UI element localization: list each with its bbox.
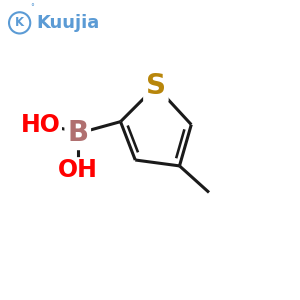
- Text: K: K: [15, 16, 24, 29]
- Text: Kuujia: Kuujia: [37, 14, 100, 32]
- Text: B: B: [67, 119, 88, 148]
- Text: °: °: [30, 3, 34, 12]
- Text: S: S: [146, 72, 166, 100]
- Text: HO: HO: [21, 112, 61, 136]
- Text: OH: OH: [58, 158, 98, 182]
